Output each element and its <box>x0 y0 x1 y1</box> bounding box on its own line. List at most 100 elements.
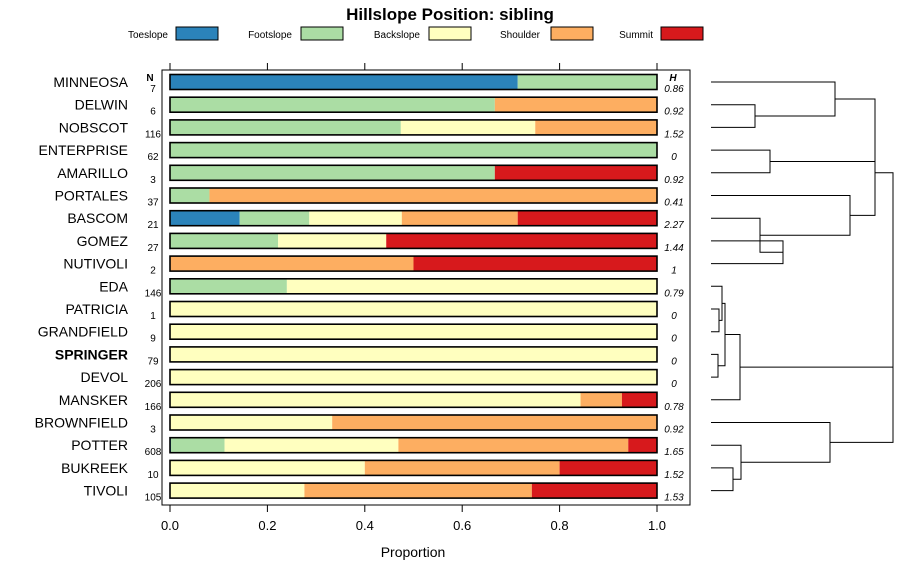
row-nobscot: NOBSCOT 116 1.52 <box>59 119 684 140</box>
bar-outline <box>169 368 658 386</box>
x-tick-label: 0.4 <box>356 518 374 533</box>
n-value: 146 <box>145 288 162 299</box>
n-value: 62 <box>147 152 159 163</box>
bar-segment-summit <box>628 437 657 453</box>
bar-outline <box>169 187 658 204</box>
row-minneosa: MINNEOSA 7 0.86 <box>53 73 684 95</box>
soil-name: GOMEZ <box>77 233 129 249</box>
soil-name: SPRINGER <box>55 346 128 362</box>
bar-segment-footslope <box>170 119 401 135</box>
n-value: 10 <box>147 470 159 481</box>
bar-segment-summit <box>413 256 657 272</box>
h-value: 0.79 <box>664 288 684 299</box>
bar-segment-shoulder <box>494 97 657 113</box>
n-value: 206 <box>145 379 162 390</box>
soil-name: NOBSCOT <box>59 119 129 135</box>
bar-segment-footslope <box>170 188 210 203</box>
bar-segment-footslope <box>170 437 225 453</box>
dendrogram-link <box>711 81 836 117</box>
soil-name: DEVOL <box>81 369 129 385</box>
soil-name: BROWNFIELD <box>35 415 128 431</box>
row-delwin: DELWIN 6 0.92 <box>75 96 684 118</box>
bar-outline <box>169 164 658 182</box>
bar-outline <box>169 232 658 250</box>
row-amarillo: AMARILLO 3 0.92 <box>57 164 684 186</box>
legend: Toeslope Footslope Backslope Shoulder Summit <box>128 26 704 41</box>
row-springer: SPRINGER 79 0 <box>55 346 677 367</box>
h-value: 0.78 <box>664 402 684 413</box>
bar-outline <box>169 391 658 409</box>
n-value: 3 <box>150 175 156 186</box>
bar-segment-footslope <box>170 233 279 249</box>
row-enterprise: ENTERPRISE 62 0 <box>39 141 677 163</box>
n-value: 105 <box>145 493 162 504</box>
n-value: 79 <box>147 356 159 367</box>
bar-segment-shoulder <box>535 119 657 135</box>
n-value: 37 <box>147 198 159 209</box>
n-value: 608 <box>145 447 162 458</box>
soil-name: PATRICIA <box>66 301 129 317</box>
row-potter: POTTER 608 1.65 <box>71 436 684 458</box>
bar-segment-shoulder <box>364 460 560 476</box>
soil-name: ENTERPRISE <box>39 142 128 158</box>
legend-label-toeslope: Toeslope <box>128 30 168 41</box>
dendrogram-link <box>711 422 831 463</box>
bar-segment-footslope <box>170 97 495 113</box>
dendrogram-link <box>770 98 876 162</box>
bar-segment-summit <box>386 233 657 249</box>
bar-outline <box>169 459 658 477</box>
row-eda: EDA 146 0.79 <box>99 277 684 299</box>
n-value: 9 <box>150 334 156 345</box>
bar-outline <box>169 141 658 159</box>
bar-segment-backslope <box>309 210 402 226</box>
bar-segment-toeslope <box>170 74 518 90</box>
n-value: 6 <box>150 107 156 118</box>
row-grandfield: GRANDFIELD 9 0 <box>38 323 677 345</box>
bar-outline <box>169 119 658 136</box>
bar-segment-backslope <box>170 392 581 408</box>
n-value: 116 <box>145 129 161 140</box>
dendrogram-link <box>711 444 742 480</box>
legend-swatch-footslope <box>300 26 344 41</box>
h-value: 1.52 <box>664 470 684 481</box>
dendrogram-link <box>711 467 734 492</box>
x-tick-label: 0.0 <box>161 518 179 533</box>
legend-swatch-shoulder <box>550 26 594 41</box>
bar-segment-summit <box>559 460 657 476</box>
dendrogram-link <box>850 130 876 216</box>
h-value: 0.92 <box>664 425 684 436</box>
h-value: 1.65 <box>664 447 684 458</box>
x-axis-label: Proportion <box>381 544 446 560</box>
h-value: 1 <box>671 266 677 277</box>
legend-swatch-backslope <box>428 26 472 41</box>
dendrogram-link <box>711 285 723 321</box>
bar-outline <box>169 346 658 363</box>
bar-segment-shoulder <box>170 256 414 272</box>
bar-segment-summit <box>531 483 657 499</box>
dendrogram-link <box>740 366 894 443</box>
dendrogram-link <box>711 308 720 333</box>
soil-name: DELWIN <box>75 97 128 113</box>
h-value: 0 <box>671 356 677 367</box>
bar-segment-backslope <box>170 369 657 385</box>
n-value: 7 <box>150 84 156 95</box>
dendrogram-root <box>875 172 894 405</box>
soil-name: PORTALES <box>55 188 128 204</box>
bar-segment-summit <box>494 165 657 181</box>
bar-outline <box>169 73 658 91</box>
bar-segment-backslope <box>286 278 657 294</box>
h-value: 1.44 <box>664 243 684 254</box>
row-gomez: GOMEZ 27 1.44 <box>77 232 684 254</box>
row-bascom: BASCOM 21 2.27 <box>67 209 684 231</box>
bar-outline <box>169 414 658 431</box>
h-value: 0.41 <box>664 198 683 209</box>
bar-segment-backslope <box>170 460 365 476</box>
bar-outline <box>169 255 658 272</box>
row-patricia: PATRICIA 1 0 <box>66 300 677 322</box>
chart-title: Hillslope Position: sibling <box>346 5 554 24</box>
bar-segment-backslope <box>170 346 657 362</box>
bar-segment-shoulder <box>398 437 629 453</box>
soil-name: POTTER <box>71 437 128 453</box>
h-value: 1.52 <box>664 129 684 140</box>
